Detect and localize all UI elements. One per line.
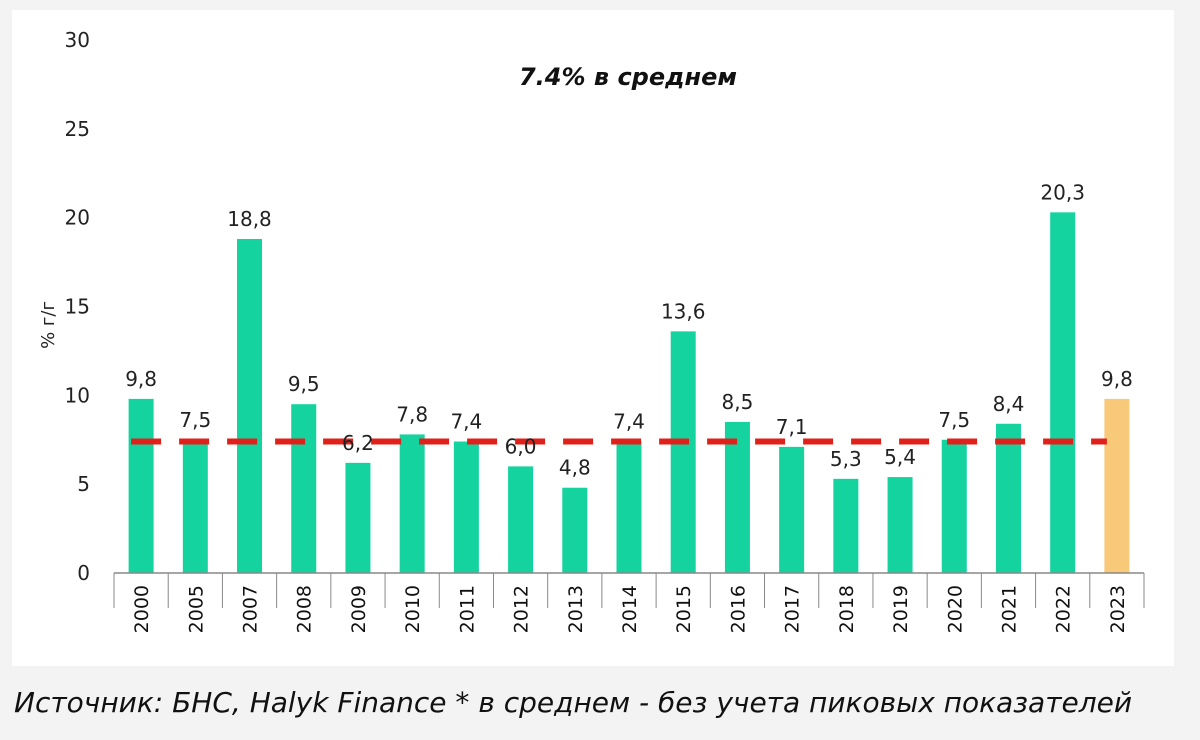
data-label-2017: 7,1 <box>776 415 808 439</box>
x-tick-label: 2017 <box>782 585 804 633</box>
bar-2014 <box>616 441 642 573</box>
x-tick-label: 2021 <box>998 585 1020 633</box>
y-tick-label: 20 <box>65 206 90 230</box>
bar-2007 <box>237 238 263 573</box>
bar-2005 <box>182 439 208 573</box>
bar-chart: 0 5 10 15 20 25 30 9,8 7,5 18,8 9,5 6,2 7,8 7,4 6,0 4,… <box>38 28 1145 633</box>
bar-2023 <box>1104 398 1130 573</box>
data-label-2010: 7,8 <box>396 402 428 426</box>
data-label-2022: 20,3 <box>1040 180 1085 204</box>
y-axis-title: % г/г <box>38 301 59 349</box>
bar-2018 <box>833 478 859 573</box>
data-label-2014: 7,4 <box>613 410 645 434</box>
y-axis: 0 5 10 15 20 25 30 <box>65 28 90 585</box>
x-axis: 2000 2005 2007 2008 2009 2010 2011 2012 2013 2014… <box>113 572 1145 633</box>
chart-card: 0 5 10 15 20 25 30 9,8 7,5 18,8 9,5 6,2 7,8 7,4 6,0 4,… <box>12 10 1174 666</box>
data-label-2011: 7,4 <box>450 410 482 434</box>
y-tick-label: 25 <box>65 117 90 141</box>
data-label-2015: 13,6 <box>661 299 706 323</box>
data-label-2000: 9,8 <box>125 367 157 391</box>
data-label-2018: 5,3 <box>830 447 862 471</box>
data-label-2023: 9,8 <box>1101 367 1133 391</box>
data-label-2013: 4,8 <box>559 456 591 480</box>
source-note: Источник: БНС, Halyk Finance * в среднем… <box>14 686 1133 719</box>
data-label-2016: 8,5 <box>722 390 754 414</box>
x-tick-label: 2007 <box>240 585 262 633</box>
data-label-2020: 7,5 <box>938 408 970 432</box>
y-tick-label: 5 <box>77 472 90 496</box>
bar-2020 <box>941 439 967 573</box>
x-tick-label: 2023 <box>1107 585 1129 633</box>
bar-2013 <box>562 487 588 573</box>
x-tick-label: 2005 <box>185 585 207 633</box>
x-tick-label: 2016 <box>727 585 749 633</box>
y-tick-label: 30 <box>65 28 90 52</box>
bar-2009 <box>345 462 371 573</box>
bar-2016 <box>724 421 750 573</box>
x-tick-label: 2010 <box>402 585 424 633</box>
y-tick-label: 15 <box>65 295 90 319</box>
x-tick-label: 2009 <box>348 585 370 633</box>
x-tick-label: 2015 <box>673 585 695 633</box>
bar-2011 <box>453 441 479 573</box>
x-tick-label: 2000 <box>131 585 153 633</box>
bar-2008 <box>291 404 317 573</box>
data-label-2012: 6,0 <box>505 434 537 458</box>
x-tick-label: 2020 <box>944 585 966 633</box>
y-tick-label: 10 <box>65 383 90 407</box>
x-tick-label: 2013 <box>565 585 587 633</box>
x-tick-label: 2008 <box>294 585 316 633</box>
x-tick-label: 2022 <box>1053 585 1075 633</box>
bar-2000 <box>128 398 154 573</box>
data-label-2021: 8,4 <box>993 392 1025 416</box>
bars-group <box>128 212 1130 573</box>
bar-2012 <box>508 466 534 573</box>
data-label-2009: 6,2 <box>342 431 374 455</box>
x-tick-label: 2018 <box>836 585 858 633</box>
chart-title: 7.4% в среднем <box>519 63 737 91</box>
data-label-2008: 9,5 <box>288 372 320 396</box>
bar-2015 <box>670 331 696 573</box>
data-label-2005: 7,5 <box>179 408 211 432</box>
bar-2010 <box>399 434 425 573</box>
x-tick-label: 2019 <box>890 585 912 633</box>
x-tick-label: 2014 <box>619 585 641 633</box>
data-label-2007: 18,8 <box>227 207 272 231</box>
x-tick-label: 2011 <box>456 585 478 633</box>
data-labels: 9,8 7,5 18,8 9,5 6,2 7,8 7,4 6,0 4,8 7,4 13,6 8,5 7,… <box>125 180 1133 479</box>
bar-2019 <box>887 477 913 573</box>
bar-2021 <box>995 423 1021 573</box>
bar-2017 <box>779 446 805 573</box>
x-tick-label: 2012 <box>511 585 533 633</box>
data-label-2019: 5,4 <box>884 445 916 469</box>
y-tick-label: 0 <box>77 561 90 585</box>
bar-2022 <box>1050 212 1076 573</box>
